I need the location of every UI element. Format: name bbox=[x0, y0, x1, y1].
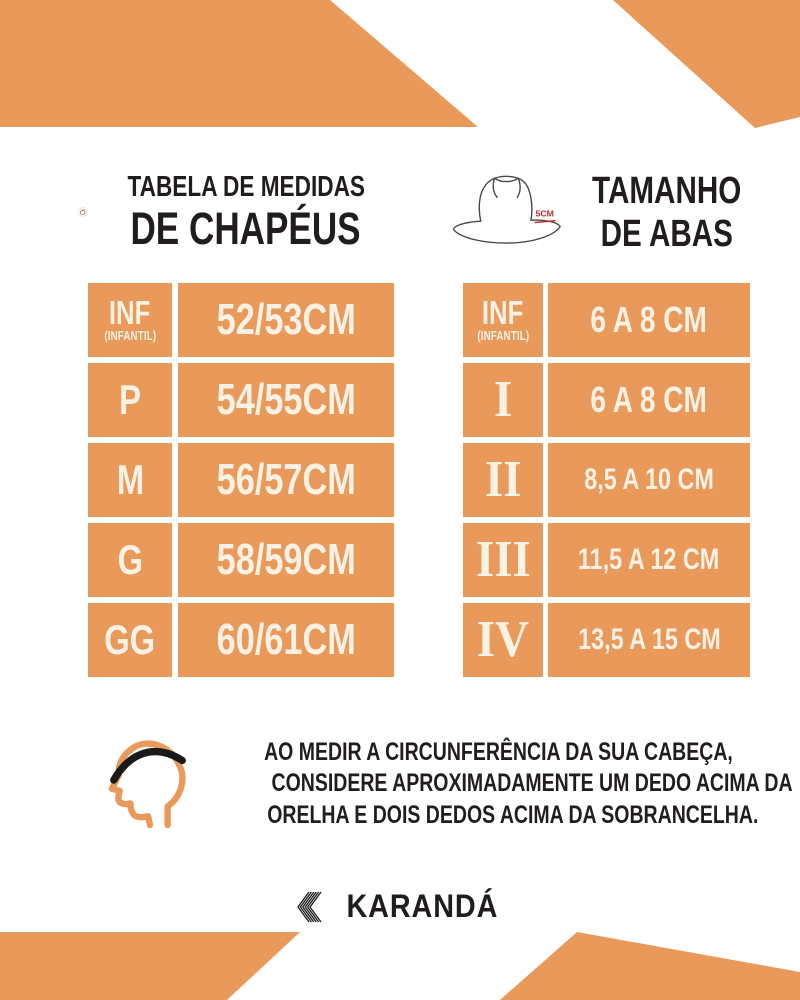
brim-label: I bbox=[493, 371, 513, 429]
size-value: 60/61CM bbox=[216, 615, 356, 665]
size-value-cell: 56/57CM bbox=[178, 443, 394, 517]
size-label: G bbox=[117, 536, 143, 584]
brim-sublabel: (INFANTIL) bbox=[477, 328, 529, 343]
right-title-line2: DE ABAS bbox=[600, 212, 733, 255]
brim-label: III bbox=[475, 531, 531, 589]
size-value-cell: 60/61CM bbox=[178, 603, 394, 677]
brim-value-cell: 8,5 A 10 CM bbox=[548, 443, 750, 517]
fedora-hat-icon: 5CM bbox=[452, 175, 561, 244]
size-label: P bbox=[119, 376, 141, 424]
brim-label-cell: II bbox=[463, 443, 543, 517]
brim-label: INF bbox=[482, 294, 524, 332]
brim-label-cell: IV bbox=[463, 603, 543, 677]
brim-sizes-header: 5CM TAMANHO DE ABAS bbox=[446, 156, 762, 268]
size-label: M bbox=[116, 456, 144, 504]
brim-label-cell: INF (INFANTIL) bbox=[463, 283, 543, 357]
hat-top-view-icon: 54 a 58CM bbox=[78, 207, 88, 217]
right-title-line1: TAMANHO bbox=[591, 169, 741, 212]
brand-chevron-icon bbox=[296, 891, 322, 922]
size-label-cell: GG bbox=[88, 603, 172, 677]
size-label: GG bbox=[104, 616, 156, 664]
bottom-right-band-shape bbox=[500, 932, 800, 1000]
note-line1: AO MEDIR A CIRCUNFERÊNCIA DA SUA CABEÇA, bbox=[264, 738, 733, 766]
hat-sizes-header: 54 a 58CM TABELA DE MEDIDAS DE CHAPÉUS bbox=[78, 156, 398, 268]
brim-label-cell: III bbox=[463, 523, 543, 597]
bottom-left-band-shape bbox=[0, 932, 300, 1000]
brim-sizes-table: INF (INFANTIL) 6 A 8 CM I 6 A 8 CM II 8,… bbox=[463, 283, 750, 677]
note-line3: ORELHA E DOIS DEDOS ACIMA DA SOBRANCELHA… bbox=[267, 800, 759, 829]
size-value: 54/55CM bbox=[216, 375, 356, 425]
size-label-cell: M bbox=[88, 443, 172, 517]
right-title: TAMANHO DE ABAS bbox=[571, 172, 762, 253]
brim-value: 6 A 8 CM bbox=[590, 298, 708, 340]
brim-value-cell: 6 A 8 CM bbox=[548, 363, 750, 437]
left-title: TABELA DE MEDIDAS DE CHAPÉUS bbox=[94, 171, 399, 254]
head-measure-icon bbox=[108, 740, 186, 829]
brim-width-label: 5CM bbox=[536, 209, 554, 219]
measuring-instructions: AO MEDIR A CIRCUNFERÊNCIA DA SUA CABEÇA,… bbox=[198, 737, 792, 831]
brim-value: 11,5 A 12 CM bbox=[578, 542, 720, 576]
brim-label-cell: I bbox=[463, 363, 543, 437]
size-sublabel: (INFANTIL) bbox=[104, 328, 156, 343]
brim-value-cell: 6 A 8 CM bbox=[548, 283, 750, 357]
brim-value-cell: 11,5 A 12 CM bbox=[548, 523, 750, 597]
size-value-cell: 58/59CM bbox=[178, 523, 394, 597]
size-label: INF bbox=[109, 294, 151, 332]
size-label-cell: INF (INFANTIL) bbox=[88, 283, 172, 357]
size-value-cell: 54/55CM bbox=[178, 363, 394, 437]
brand-name: KARANDÁ bbox=[346, 888, 498, 924]
note-line2: CONSIDERE APROXIMADAMENTE UM DEDO ACIMA … bbox=[271, 769, 793, 798]
left-title-line1: TABELA DE MEDIDAS bbox=[126, 171, 365, 203]
brim-value: 6 A 8 CM bbox=[590, 378, 708, 420]
size-label-cell: P bbox=[88, 363, 172, 437]
size-value: 52/53CM bbox=[216, 295, 356, 345]
hat-sizes-table: INF (INFANTIL) 52/53CM P 54/55CM M 56/57… bbox=[88, 283, 394, 677]
brim-label: IV bbox=[476, 611, 530, 669]
size-label-cell: G bbox=[88, 523, 172, 597]
brim-value: 13,5 A 15 CM bbox=[577, 622, 721, 656]
top-right-band-shape bbox=[613, 0, 800, 128]
brim-label: II bbox=[484, 451, 522, 509]
size-value: 56/57CM bbox=[216, 455, 356, 505]
size-value-cell: 52/53CM bbox=[178, 283, 394, 357]
brand-footer: KARANDÁ bbox=[0, 888, 800, 925]
brim-value-cell: 13,5 A 15 CM bbox=[548, 603, 750, 677]
size-value: 58/59CM bbox=[216, 535, 356, 585]
left-title-line2: DE CHAPÉUS bbox=[130, 203, 361, 254]
top-left-band-shape bbox=[0, 0, 478, 127]
brim-value: 8,5 A 10 CM bbox=[584, 462, 714, 496]
